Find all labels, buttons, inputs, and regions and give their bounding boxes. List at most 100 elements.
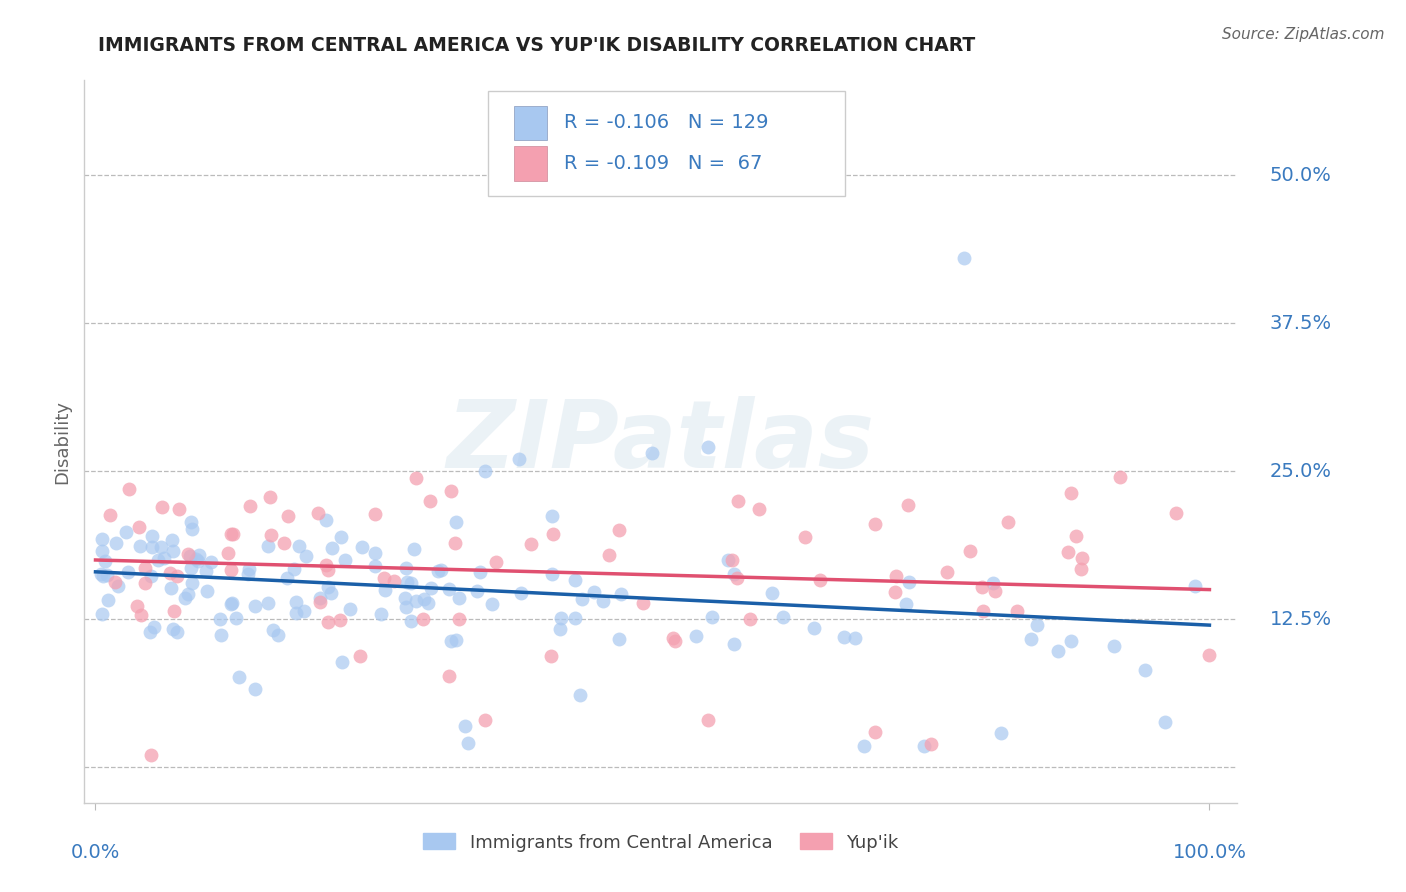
Text: 100.0%: 100.0% — [1173, 843, 1247, 862]
Point — [449, 591, 471, 605]
Point — [983, 575, 1005, 590]
Point — [444, 515, 467, 529]
Point — [180, 515, 202, 529]
Point — [257, 596, 280, 610]
Point — [139, 624, 162, 639]
Point — [953, 251, 976, 265]
Point — [128, 519, 150, 533]
Point — [738, 612, 761, 626]
Point — [159, 566, 181, 580]
Point — [129, 608, 152, 623]
Point — [970, 580, 993, 594]
Point — [243, 599, 266, 613]
Point — [898, 574, 921, 589]
Point — [440, 483, 463, 498]
Point — [228, 670, 250, 684]
Point — [219, 563, 242, 577]
Point — [437, 582, 460, 597]
Point — [598, 549, 620, 563]
Point — [793, 530, 815, 544]
Point — [284, 606, 307, 620]
Point — [1071, 550, 1094, 565]
Point — [316, 581, 339, 595]
Point — [333, 552, 356, 566]
Point — [97, 593, 120, 607]
Point — [1198, 648, 1220, 663]
Point — [150, 500, 173, 514]
Point — [1021, 632, 1043, 647]
Point — [219, 527, 242, 541]
Point — [1070, 562, 1092, 576]
Point — [413, 591, 436, 606]
Point — [550, 622, 572, 636]
Point — [865, 516, 887, 531]
Point — [146, 553, 169, 567]
Point — [163, 604, 186, 618]
Point — [717, 553, 740, 567]
Point — [1057, 545, 1080, 559]
Point — [894, 597, 917, 611]
Point — [217, 546, 239, 560]
Text: 25.0%: 25.0% — [1270, 462, 1331, 481]
Text: Source: ZipAtlas.com: Source: ZipAtlas.com — [1222, 27, 1385, 42]
Point — [631, 596, 654, 610]
Point — [259, 490, 281, 504]
Point — [641, 446, 664, 460]
Point — [363, 507, 385, 521]
Point — [238, 567, 260, 582]
Point — [405, 594, 427, 608]
Point — [568, 689, 591, 703]
Point — [219, 597, 242, 611]
Point — [395, 599, 418, 614]
Point — [1064, 529, 1087, 543]
Point — [162, 623, 184, 637]
Point — [509, 585, 531, 599]
Point — [181, 522, 204, 536]
Point — [373, 570, 395, 584]
Point — [412, 612, 434, 626]
Point — [117, 565, 139, 579]
Point — [440, 634, 463, 648]
Point — [384, 574, 406, 589]
Point — [257, 539, 280, 553]
Text: R = -0.109   N =  67: R = -0.109 N = 67 — [564, 153, 762, 173]
Point — [316, 615, 339, 629]
Point — [125, 599, 148, 613]
Point — [541, 567, 564, 582]
Point — [394, 591, 416, 605]
Point — [430, 563, 453, 577]
Point — [661, 631, 683, 645]
Point — [1135, 663, 1157, 677]
Point — [167, 501, 190, 516]
Point — [897, 498, 920, 512]
Text: 50.0%: 50.0% — [1270, 166, 1331, 185]
Point — [330, 655, 353, 669]
Point — [318, 563, 340, 577]
Point — [91, 569, 114, 583]
Point — [177, 586, 200, 600]
Point — [983, 583, 1005, 598]
Point — [208, 612, 231, 626]
Point — [401, 575, 423, 590]
Bar — [515, 146, 547, 181]
Point — [98, 508, 121, 522]
Point — [93, 554, 115, 568]
Point — [292, 604, 315, 618]
Point — [426, 564, 449, 578]
Point — [350, 540, 373, 554]
Point — [134, 561, 156, 575]
Point — [339, 602, 361, 616]
Point — [91, 533, 114, 547]
Point — [1025, 618, 1047, 632]
Point — [200, 555, 222, 569]
Point — [96, 567, 118, 582]
Point — [485, 555, 508, 569]
Point — [592, 594, 614, 608]
Point — [329, 530, 352, 544]
Legend: Immigrants from Central America, Yup'ik: Immigrants from Central America, Yup'ik — [416, 826, 905, 859]
Point — [564, 610, 586, 624]
Point — [803, 621, 825, 635]
Point — [276, 571, 298, 585]
Point — [447, 612, 470, 626]
Point — [468, 565, 491, 579]
